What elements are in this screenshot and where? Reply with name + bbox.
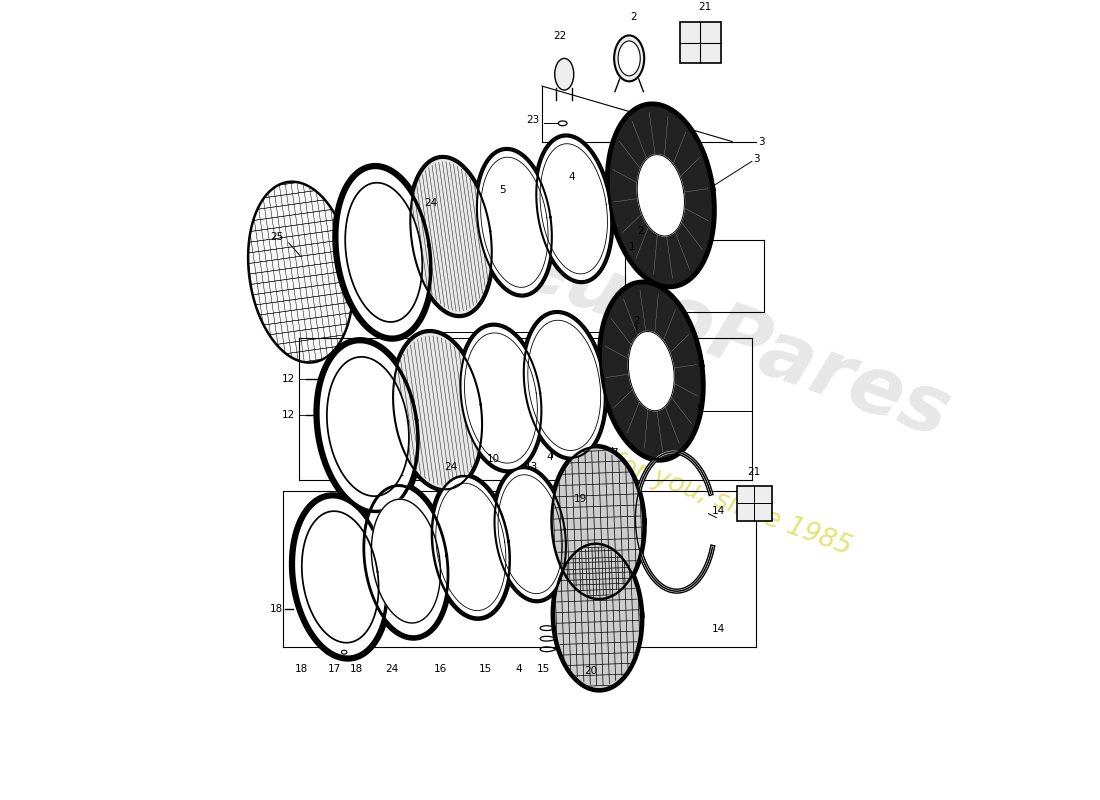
Text: 24: 24 — [444, 462, 458, 472]
Text: 15: 15 — [537, 664, 550, 674]
Text: euroPares: euroPares — [504, 225, 960, 454]
Polygon shape — [524, 313, 605, 458]
Text: 8: 8 — [634, 334, 640, 345]
Polygon shape — [410, 158, 492, 315]
Text: 23: 23 — [527, 115, 540, 126]
Text: 16: 16 — [434, 664, 448, 674]
Text: 3: 3 — [754, 154, 760, 164]
Polygon shape — [554, 544, 641, 690]
Text: 15: 15 — [478, 664, 492, 674]
Polygon shape — [495, 468, 565, 600]
Text: 4: 4 — [547, 452, 553, 462]
Polygon shape — [318, 342, 418, 511]
Text: 7: 7 — [634, 343, 640, 354]
Polygon shape — [477, 150, 552, 294]
Polygon shape — [364, 486, 448, 637]
Polygon shape — [432, 476, 509, 618]
Text: 19: 19 — [573, 494, 586, 504]
Polygon shape — [637, 154, 684, 236]
Text: 12: 12 — [282, 410, 295, 420]
Text: 2: 2 — [634, 316, 640, 326]
Polygon shape — [537, 137, 612, 281]
Text: 17: 17 — [328, 664, 341, 674]
Polygon shape — [294, 497, 387, 657]
Polygon shape — [537, 137, 612, 281]
Text: 4: 4 — [515, 664, 521, 674]
Polygon shape — [608, 105, 713, 286]
Text: 26: 26 — [370, 470, 383, 480]
Text: 14: 14 — [713, 506, 726, 516]
Text: 18: 18 — [295, 664, 308, 674]
Text: 18: 18 — [350, 664, 363, 674]
Text: 21: 21 — [748, 467, 761, 477]
Text: 8: 8 — [629, 296, 636, 306]
Text: 1: 1 — [634, 325, 640, 335]
Text: 7: 7 — [612, 448, 618, 458]
Text: 11: 11 — [392, 468, 405, 478]
Polygon shape — [461, 326, 541, 470]
Polygon shape — [601, 283, 702, 459]
Text: 12: 12 — [282, 374, 295, 384]
Polygon shape — [393, 332, 482, 490]
Text: 13: 13 — [525, 462, 538, 472]
Text: 5: 5 — [499, 185, 506, 195]
Polygon shape — [318, 342, 418, 511]
Polygon shape — [601, 283, 702, 459]
Text: 2: 2 — [630, 12, 637, 22]
Text: 14: 14 — [713, 624, 726, 634]
Text: 18: 18 — [270, 604, 283, 614]
Polygon shape — [410, 158, 492, 315]
Polygon shape — [524, 313, 605, 458]
Text: a passion for you, since 1985: a passion for you, since 1985 — [482, 403, 855, 560]
FancyBboxPatch shape — [680, 22, 720, 63]
Text: 22: 22 — [553, 30, 566, 41]
Polygon shape — [249, 182, 353, 362]
Text: 7: 7 — [637, 310, 644, 320]
Polygon shape — [294, 497, 387, 657]
Text: 24: 24 — [385, 664, 398, 674]
Polygon shape — [495, 468, 565, 600]
Text: 6: 6 — [355, 211, 362, 221]
Text: 25: 25 — [270, 233, 283, 242]
Polygon shape — [393, 332, 482, 490]
Text: 10: 10 — [486, 454, 499, 464]
Text: 21: 21 — [697, 2, 711, 12]
Text: 20: 20 — [584, 666, 597, 675]
Text: 2: 2 — [637, 226, 644, 236]
Text: 4: 4 — [585, 154, 592, 163]
Text: 1: 1 — [629, 242, 636, 252]
Ellipse shape — [614, 35, 645, 82]
Polygon shape — [628, 331, 674, 410]
Ellipse shape — [554, 58, 574, 90]
Polygon shape — [461, 326, 541, 470]
Polygon shape — [477, 150, 552, 294]
Ellipse shape — [618, 41, 640, 76]
Text: 9: 9 — [696, 402, 703, 413]
Polygon shape — [337, 167, 431, 338]
Polygon shape — [364, 486, 448, 637]
Text: ••: •• — [396, 309, 404, 315]
Polygon shape — [554, 544, 641, 690]
Polygon shape — [432, 476, 509, 618]
Text: 4: 4 — [568, 171, 574, 182]
Text: 24: 24 — [425, 198, 438, 209]
Text: 3: 3 — [758, 137, 764, 146]
Text: 25: 25 — [352, 470, 365, 480]
Polygon shape — [608, 105, 713, 286]
FancyBboxPatch shape — [737, 486, 772, 521]
Polygon shape — [345, 182, 422, 322]
Polygon shape — [551, 447, 644, 599]
Polygon shape — [337, 167, 431, 338]
Polygon shape — [301, 511, 378, 642]
Polygon shape — [372, 499, 440, 623]
Polygon shape — [551, 447, 644, 599]
Polygon shape — [327, 357, 409, 496]
